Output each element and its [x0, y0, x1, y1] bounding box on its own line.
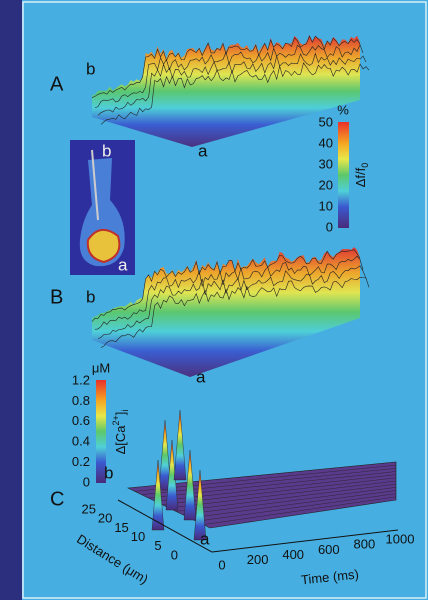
colorbar-tick-label: 10 [319, 198, 333, 213]
axis-tick-label: 200 [247, 552, 269, 567]
colorbar-tick-label: 30 [319, 156, 333, 171]
colorbar-tick-label: 0 [83, 474, 90, 489]
axis-tick-label: 10 [131, 529, 145, 544]
end-label: a [118, 255, 128, 274]
axis-tick-label: 20 [98, 511, 112, 526]
end-label: b [104, 463, 113, 482]
axis-tick-label: 0 [171, 547, 178, 562]
colorbar-tick-label: 0.4 [72, 434, 90, 449]
end-label: a [196, 367, 206, 386]
end-label: b [86, 59, 95, 78]
end-label: b [86, 287, 95, 306]
colorbar-tick-label: 0.2 [72, 454, 90, 469]
colorbar [338, 122, 349, 228]
axis-tick-label: 400 [282, 547, 304, 562]
colorbar-tick-label: 0.8 [72, 393, 90, 408]
panel-label: B [50, 286, 63, 308]
colorbar-tick-label: 40 [319, 135, 333, 150]
axis-tick-label: 0 [218, 557, 225, 572]
axis-tick-label: 800 [354, 537, 376, 552]
end-label: b [102, 141, 111, 160]
colorbar-tick-label: 20 [319, 177, 333, 192]
colorbar-tick-label: 0.6 [72, 413, 90, 428]
axis-tick-label: 600 [318, 542, 340, 557]
colorbar-tick-label: 1.2 [72, 372, 90, 387]
panel-label: C [50, 488, 64, 510]
figure: A b a % Δf/f0 b a B b a μM Δ[Ca2+]i b C … [0, 0, 428, 600]
end-label: a [198, 141, 208, 160]
axis-tick-label: 25 [82, 501, 96, 516]
colorbar-unit: μM [92, 360, 110, 375]
inset-hotspot [88, 230, 120, 262]
colorbar-tick-label: 0 [326, 219, 333, 234]
axis-tick-label: 1000 [386, 531, 415, 546]
panel-label: A [50, 73, 64, 95]
colorbar-unit: % [337, 102, 349, 117]
axis-tick-label: 5 [154, 538, 161, 553]
colorbar-tick-label: 50 [319, 114, 333, 129]
axis-tick-label: 15 [114, 520, 128, 535]
